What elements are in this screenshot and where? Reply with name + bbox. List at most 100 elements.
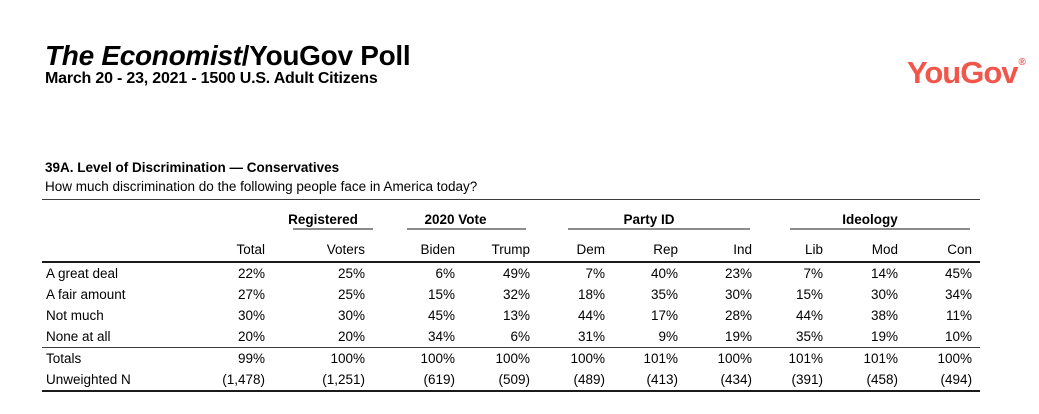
column-group-ideology: Ideology bbox=[760, 200, 980, 234]
column-group-spacer bbox=[42, 200, 273, 234]
crosstab-table: Registered 2020 Vote Party ID Ideology Tota… bbox=[42, 199, 981, 392]
column-group-header-row: Registered 2020 Vote Party ID Ideology bbox=[42, 200, 980, 234]
row-label-header bbox=[42, 233, 172, 263]
column-group-2020-vote: 2020 Vote bbox=[373, 200, 538, 234]
cell-value: 35% bbox=[760, 326, 832, 348]
cell-value: 44% bbox=[796, 308, 824, 323]
column-header-rep: Rep bbox=[613, 233, 687, 263]
column-header-dem: Dem bbox=[538, 233, 614, 263]
cell-value: 100% bbox=[937, 351, 973, 366]
table-row: A fair amount 27% 25% 15% 32% 18% 35% 30% 15% 30%… bbox=[42, 284, 980, 305]
column-group-label: Registered bbox=[288, 212, 358, 227]
cell-value: 13% bbox=[502, 308, 531, 323]
cell-value: 45% bbox=[427, 308, 455, 323]
cell-value: (434) bbox=[720, 372, 753, 387]
poll-title: The Economist/YouGov Poll bbox=[45, 40, 411, 71]
column-group-underline bbox=[293, 228, 373, 230]
row-label: None at all bbox=[42, 326, 172, 348]
column-header-mod: Mod bbox=[831, 233, 907, 263]
row-label: A great deal bbox=[46, 266, 119, 281]
cell-value: 25% bbox=[337, 287, 365, 302]
cell-value: 7% bbox=[803, 266, 824, 281]
cell-value: 101% bbox=[863, 351, 899, 366]
row-label: Totals bbox=[46, 351, 82, 366]
question-text: How much discrimination do the following… bbox=[45, 179, 478, 194]
cell-value: 99% bbox=[237, 351, 265, 366]
column-group-registered: Registered bbox=[273, 200, 373, 234]
cell-value: 31% bbox=[538, 326, 614, 348]
row-label: Not much bbox=[46, 308, 104, 323]
cell-value: 20% bbox=[273, 326, 373, 348]
yougov-logo: YouGov® bbox=[907, 55, 1026, 90]
table-footer-row: Totals 99% 100% 100% 100% 100% 101% 100% 101% 101… bbox=[42, 348, 980, 370]
column-group-underline bbox=[790, 228, 971, 230]
cell-value: 40% bbox=[650, 266, 679, 281]
column-header-trump: Trump bbox=[463, 233, 539, 263]
column-header-lib: Lib bbox=[760, 233, 832, 263]
column-group-label: Ideology bbox=[842, 212, 898, 227]
cell-value: 15% bbox=[427, 287, 455, 302]
column-group-label: 2020 Vote bbox=[424, 212, 487, 227]
cell-value: (413) bbox=[646, 372, 679, 387]
cell-value: 32% bbox=[502, 287, 531, 302]
cell-value: (458) bbox=[866, 372, 899, 387]
table-body: A great deal 22% 25% 6% 49% 7% 40% 23% 7% 14% 45% A… bbox=[42, 262, 981, 348]
cell-value: 19% bbox=[686, 326, 761, 348]
cell-value: 30% bbox=[725, 287, 753, 302]
cell-value: (619) bbox=[423, 372, 455, 387]
cell-value: 101% bbox=[788, 351, 824, 366]
cell-value: 45% bbox=[945, 266, 973, 281]
question-block: 39A. Level of Discrimination — Conservat… bbox=[45, 160, 477, 194]
column-header-voters: Voters bbox=[273, 233, 373, 263]
cell-value: 100% bbox=[495, 351, 531, 366]
cell-value: 18% bbox=[577, 287, 606, 302]
cell-value: 9% bbox=[613, 326, 687, 348]
cell-value: 14% bbox=[871, 266, 899, 281]
cell-value: 100% bbox=[420, 351, 455, 366]
table-row: A great deal 22% 25% 6% 49% 7% 40% 23% 7% 14% 45% bbox=[42, 262, 980, 284]
cell-value: 34% bbox=[945, 287, 973, 302]
cell-value: 44% bbox=[577, 308, 606, 323]
cell-value: (391) bbox=[791, 372, 824, 387]
column-header-row: Total Voters Biden Trump Dem Rep Ind Lib Mod Con bbox=[42, 233, 981, 263]
cell-value: (494) bbox=[940, 372, 973, 387]
column-group-label: Party ID bbox=[623, 212, 675, 227]
question-number-title: 39A. Level of Discrimination — Conservat… bbox=[45, 160, 340, 175]
cell-value: 6% bbox=[435, 266, 455, 281]
poll-title-yougov: /YouGov Poll bbox=[241, 40, 411, 71]
cell-value: 19% bbox=[831, 326, 907, 348]
table-row: Not much 30% 30% 45% 13% 44% 17% 28% 44% 38% 11% bbox=[42, 305, 980, 326]
cell-value: 30% bbox=[871, 287, 899, 302]
cell-value: 100% bbox=[330, 351, 365, 366]
cell-value: 49% bbox=[502, 266, 531, 281]
cell-value: 100% bbox=[570, 351, 606, 366]
cell-value: 23% bbox=[725, 266, 753, 281]
column-group-party-id: Party ID bbox=[538, 200, 760, 234]
cell-value: 35% bbox=[650, 287, 679, 302]
column-header-con: Con bbox=[906, 233, 981, 263]
cell-value: 25% bbox=[337, 266, 365, 281]
column-header-total: Total bbox=[172, 233, 273, 263]
cell-value: 15% bbox=[796, 287, 824, 302]
column-header-ind: Ind bbox=[686, 233, 761, 263]
cell-value: 30% bbox=[237, 308, 265, 323]
cell-value: 20% bbox=[172, 326, 273, 348]
column-group-underline bbox=[568, 228, 751, 230]
cell-value: 22% bbox=[237, 266, 265, 281]
cell-value: 100% bbox=[717, 351, 753, 366]
poll-title-economist: The Economist bbox=[45, 40, 242, 71]
cell-value: 30% bbox=[337, 308, 365, 323]
yougov-logo-text: YouGov bbox=[907, 55, 1019, 90]
cell-value: 27% bbox=[237, 287, 265, 302]
cell-value: 11% bbox=[946, 308, 973, 323]
cell-value: 10% bbox=[906, 326, 981, 348]
cell-value: 28% bbox=[725, 308, 753, 323]
cell-value: 101% bbox=[643, 351, 679, 366]
cell-value: (1,478) bbox=[222, 372, 265, 387]
cell-value: (489) bbox=[573, 372, 606, 387]
column-header-biden: Biden bbox=[373, 233, 463, 263]
cell-value: 7% bbox=[585, 266, 606, 281]
column-group-underline bbox=[407, 228, 527, 230]
table-row: None at all 20% 20% 34% 6% 31% 9% 19% 35% 19% 10% bbox=[42, 326, 981, 348]
cell-value: (509) bbox=[498, 372, 531, 387]
